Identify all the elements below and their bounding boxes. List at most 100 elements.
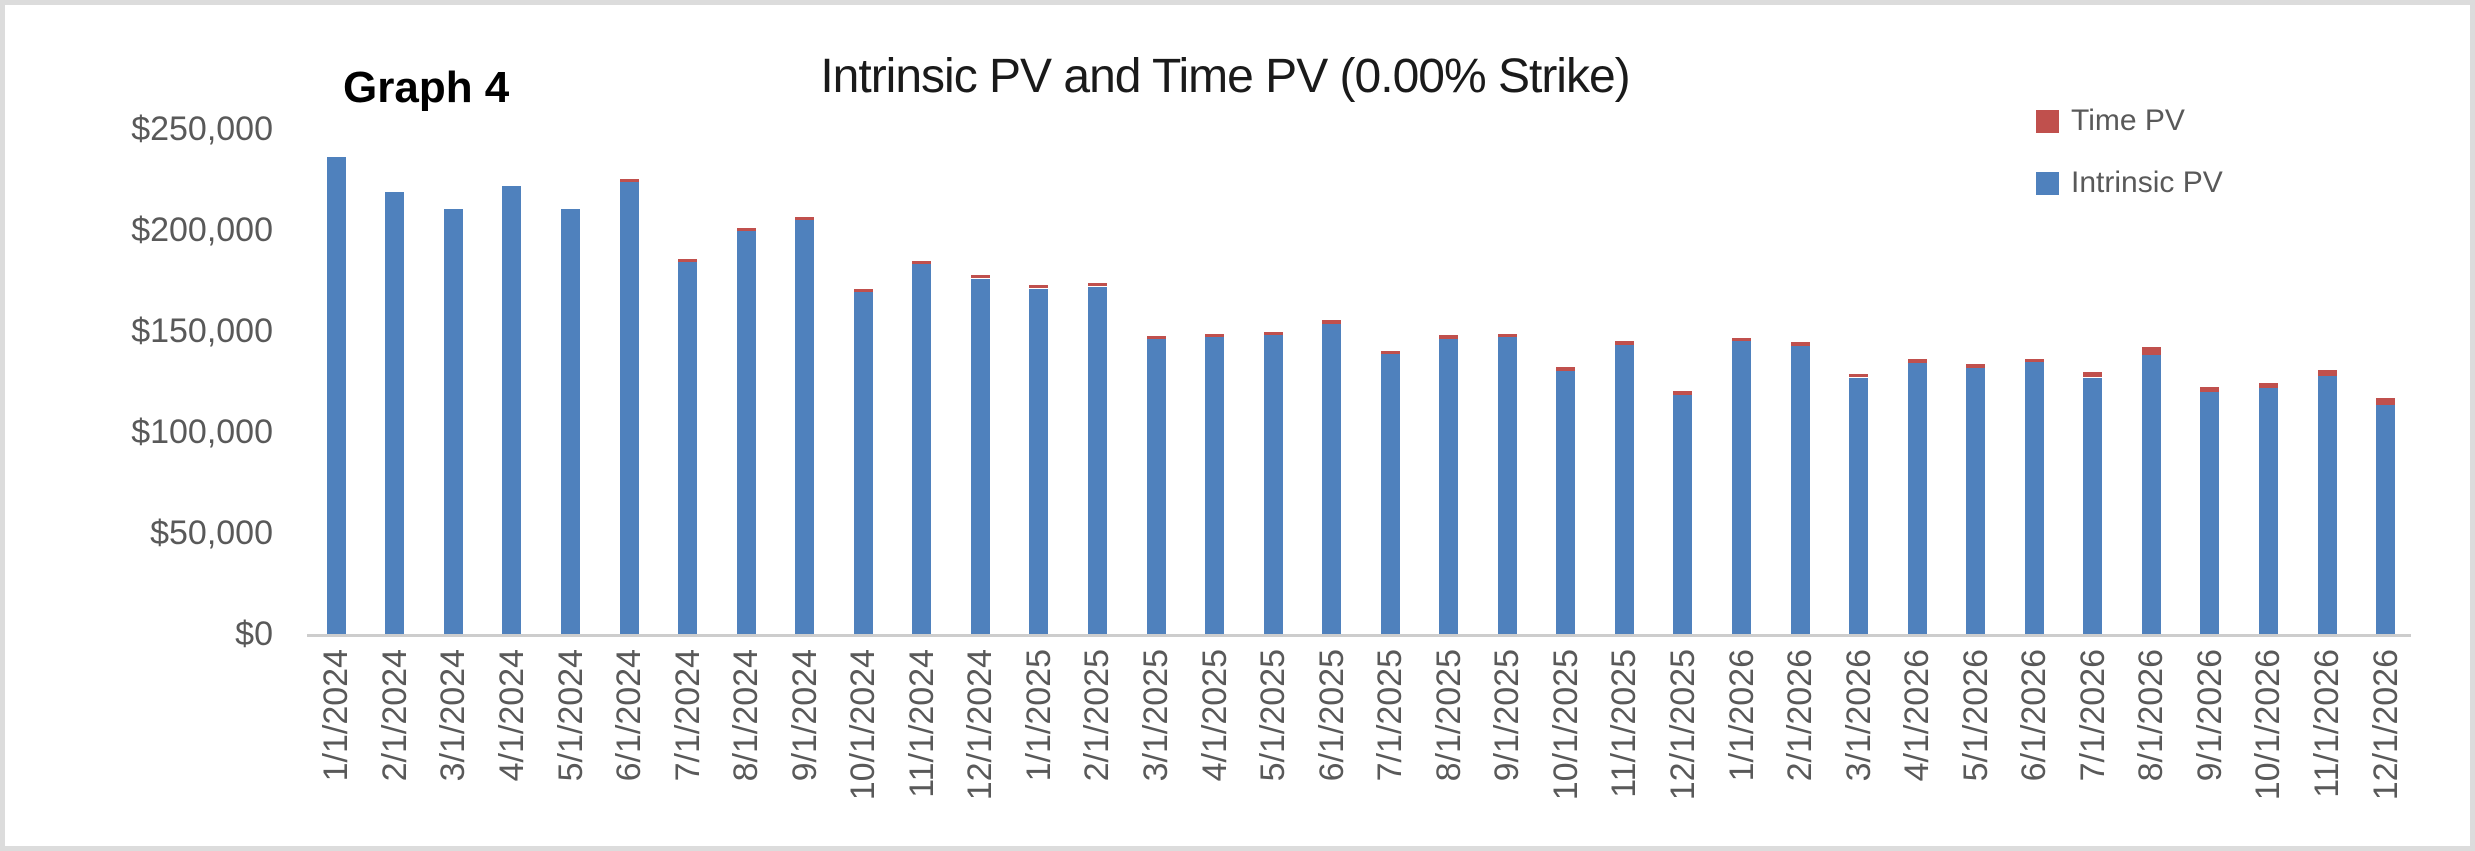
bar-intrinsic-pv bbox=[1497, 337, 1517, 634]
x-tick-label: 7/1/2024 bbox=[668, 649, 707, 782]
bar-time-pv bbox=[1146, 336, 1166, 340]
bar-time-pv bbox=[2141, 347, 2161, 356]
legend-item-time-pv: Time PV bbox=[2036, 104, 2223, 137]
x-tick-label: 4/1/2025 bbox=[1195, 649, 1234, 782]
bar-intrinsic-pv bbox=[561, 208, 580, 634]
bar-time-pv bbox=[1790, 342, 1810, 347]
x-tick-label: 8/1/2024 bbox=[727, 649, 766, 782]
x-tick-label: 5/1/2025 bbox=[1254, 649, 1293, 782]
y-tick-label: $100,000 bbox=[131, 413, 273, 451]
bar-intrinsic-pv bbox=[1087, 286, 1107, 634]
legend-label-time-pv: Time PV bbox=[2071, 104, 2185, 137]
intrinsic-pv-swatch bbox=[2036, 171, 2059, 195]
x-tick-label: 6/1/2026 bbox=[2015, 649, 2054, 782]
x-tick-label: 1/1/2025 bbox=[1019, 649, 1058, 782]
x-tick-label: 11/1/2026 bbox=[2308, 649, 2346, 798]
bar-time-pv bbox=[2024, 358, 2044, 363]
bar-intrinsic-pv bbox=[443, 208, 463, 634]
x-axis-line bbox=[307, 634, 2411, 637]
x-tick-label: 12/1/2024 bbox=[961, 649, 1000, 801]
x-tick-label: 3/1/2025 bbox=[1137, 649, 1175, 782]
bar-intrinsic-pv bbox=[1556, 371, 1576, 634]
x-tick-label: 11/1/2024 bbox=[902, 649, 941, 798]
y-tick-label: $50,000 bbox=[150, 514, 273, 552]
y-tick-label: $200,000 bbox=[131, 211, 273, 249]
bar-intrinsic-pv bbox=[1966, 368, 1986, 634]
bar-intrinsic-pv bbox=[1673, 394, 1693, 634]
bar-intrinsic-pv bbox=[2200, 391, 2220, 634]
x-tick-label: 1/1/2026 bbox=[1722, 649, 1761, 782]
x-tick-label: 9/1/2026 bbox=[2190, 649, 2229, 782]
legend-item-intrinsic-pv: Intrinsic PV bbox=[2036, 166, 2223, 199]
x-tick-label: 3/1/2026 bbox=[1839, 649, 1878, 782]
x-tick-label: 7/1/2026 bbox=[2073, 649, 2112, 782]
bar-intrinsic-pv bbox=[1732, 341, 1751, 634]
bar-time-pv bbox=[2200, 386, 2220, 392]
bar-intrinsic-pv bbox=[1205, 337, 1224, 634]
x-tick-label: 10/1/2024 bbox=[844, 649, 883, 801]
x-tick-label: 5/1/2026 bbox=[1956, 649, 1995, 782]
bar-time-pv bbox=[1497, 333, 1517, 337]
bar-time-pv bbox=[1029, 285, 1049, 289]
bar-time-pv bbox=[1439, 335, 1459, 339]
x-tick-label: 8/1/2025 bbox=[1429, 649, 1468, 782]
bar-time-pv bbox=[912, 261, 932, 265]
graph-number-label: Graph 4 bbox=[343, 63, 510, 112]
x-tick-label: 2/1/2024 bbox=[375, 649, 414, 782]
x-tick-label: 10/1/2026 bbox=[2249, 649, 2288, 801]
bar-time-pv bbox=[1322, 320, 1342, 324]
bar-intrinsic-pv bbox=[2083, 377, 2103, 634]
bar-intrinsic-pv bbox=[970, 278, 990, 634]
bar-intrinsic-pv bbox=[502, 185, 522, 634]
bar-time-pv bbox=[619, 178, 639, 182]
bar-time-pv bbox=[2258, 382, 2278, 388]
bar-time-pv bbox=[1732, 337, 1751, 342]
bar-time-pv bbox=[2317, 369, 2337, 377]
bar-intrinsic-pv bbox=[385, 191, 405, 634]
bar-intrinsic-pv bbox=[853, 291, 873, 634]
bar-time-pv bbox=[1556, 367, 1576, 372]
time-pv-swatch bbox=[2036, 109, 2059, 133]
x-tick-label: 12/1/2025 bbox=[1663, 649, 1702, 801]
bar-intrinsic-pv bbox=[2317, 376, 2337, 634]
x-tick-label: 10/1/2025 bbox=[1546, 649, 1585, 801]
bar-intrinsic-pv bbox=[2141, 355, 2161, 634]
x-tick-label: 2/1/2025 bbox=[1078, 649, 1117, 782]
bar-time-pv bbox=[2376, 397, 2395, 405]
x-tick-label: 5/1/2024 bbox=[551, 649, 590, 782]
bar-intrinsic-pv bbox=[1029, 288, 1049, 634]
bar-intrinsic-pv bbox=[795, 219, 815, 634]
bar-intrinsic-pv bbox=[678, 262, 698, 634]
bar-intrinsic-pv bbox=[1322, 323, 1342, 634]
x-tick-label: 4/1/2026 bbox=[1898, 649, 1937, 782]
bar-time-pv bbox=[1614, 340, 1634, 346]
x-tick-label: 7/1/2025 bbox=[1371, 649, 1410, 782]
x-tick-label: 9/1/2025 bbox=[1488, 649, 1527, 782]
x-tick-label: 2/1/2026 bbox=[1781, 649, 1819, 782]
legend-label-intrinsic-pv: Intrinsic PV bbox=[2071, 166, 2223, 199]
bar-time-pv bbox=[1087, 283, 1107, 287]
bar-time-pv bbox=[1907, 358, 1927, 364]
bar-intrinsic-pv bbox=[736, 231, 756, 634]
x-tick-label: 1/1/2024 bbox=[317, 649, 356, 782]
bar-intrinsic-pv bbox=[912, 264, 932, 634]
bar-intrinsic-pv bbox=[619, 181, 639, 634]
bar-time-pv bbox=[1263, 331, 1283, 335]
bar-intrinsic-pv bbox=[2024, 362, 2044, 634]
bar-intrinsic-pv bbox=[326, 157, 346, 634]
bar-intrinsic-pv bbox=[1380, 354, 1400, 634]
bar-intrinsic-pv bbox=[1790, 346, 1810, 634]
y-tick-label: $250,000 bbox=[131, 110, 273, 148]
bar-intrinsic-pv bbox=[1849, 377, 1869, 634]
x-tick-label: 4/1/2024 bbox=[492, 649, 531, 782]
bar-time-pv bbox=[795, 216, 815, 220]
chart-title: Intrinsic PV and Time PV (0.00% Strike) bbox=[820, 50, 1630, 103]
x-tick-label: 3/1/2024 bbox=[434, 649, 473, 782]
bar-time-pv bbox=[1205, 333, 1224, 337]
bar-time-pv bbox=[970, 274, 990, 279]
bar-intrinsic-pv bbox=[1907, 363, 1927, 634]
y-tick-label: $150,000 bbox=[131, 312, 273, 350]
legend: Time PV Intrinsic PV bbox=[2036, 104, 2223, 229]
bar-intrinsic-pv bbox=[1146, 339, 1166, 634]
